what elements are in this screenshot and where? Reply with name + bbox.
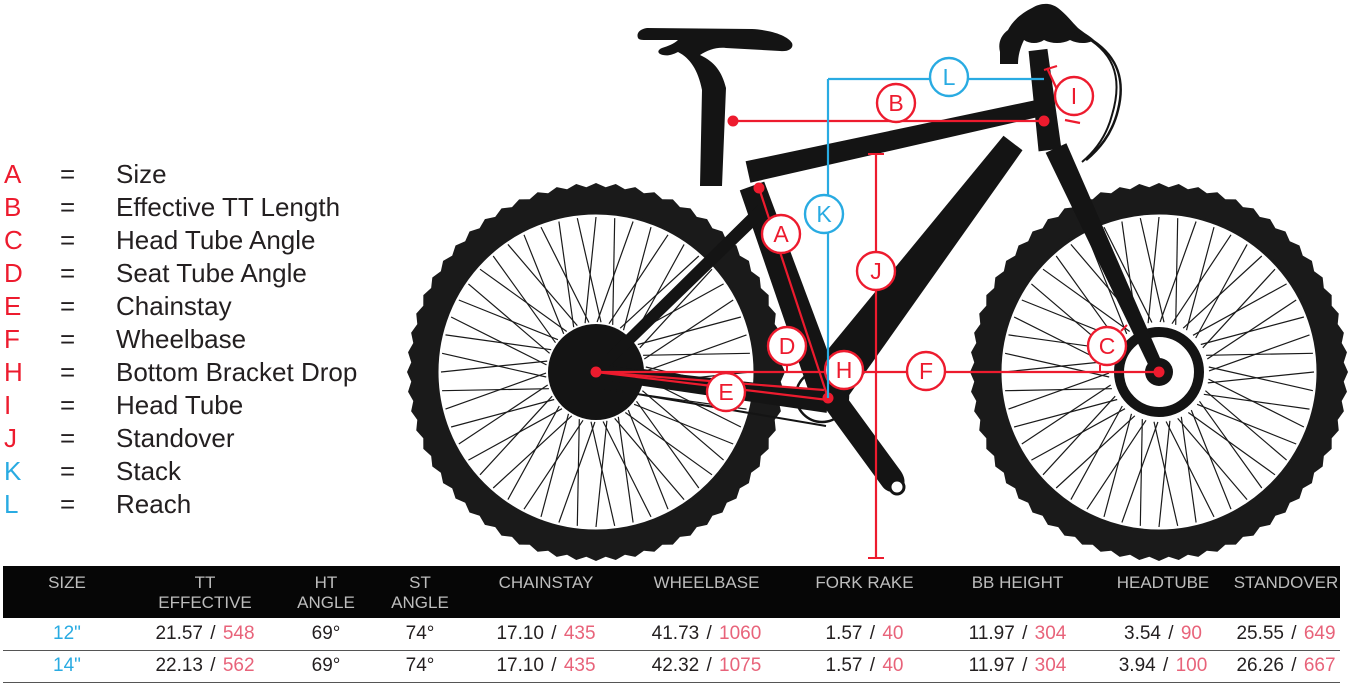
svg-text:E: E [718,379,733,405]
svg-text:A: A [773,221,789,247]
svg-text:F: F [919,358,933,384]
svg-text:H: H [836,357,853,383]
svg-text:J: J [870,258,882,284]
svg-text:C: C [1099,333,1116,359]
svg-text:I: I [1071,83,1077,109]
svg-text:B: B [888,90,903,116]
svg-text:D: D [779,333,796,359]
svg-text:L: L [943,64,956,90]
svg-text:K: K [816,201,832,227]
